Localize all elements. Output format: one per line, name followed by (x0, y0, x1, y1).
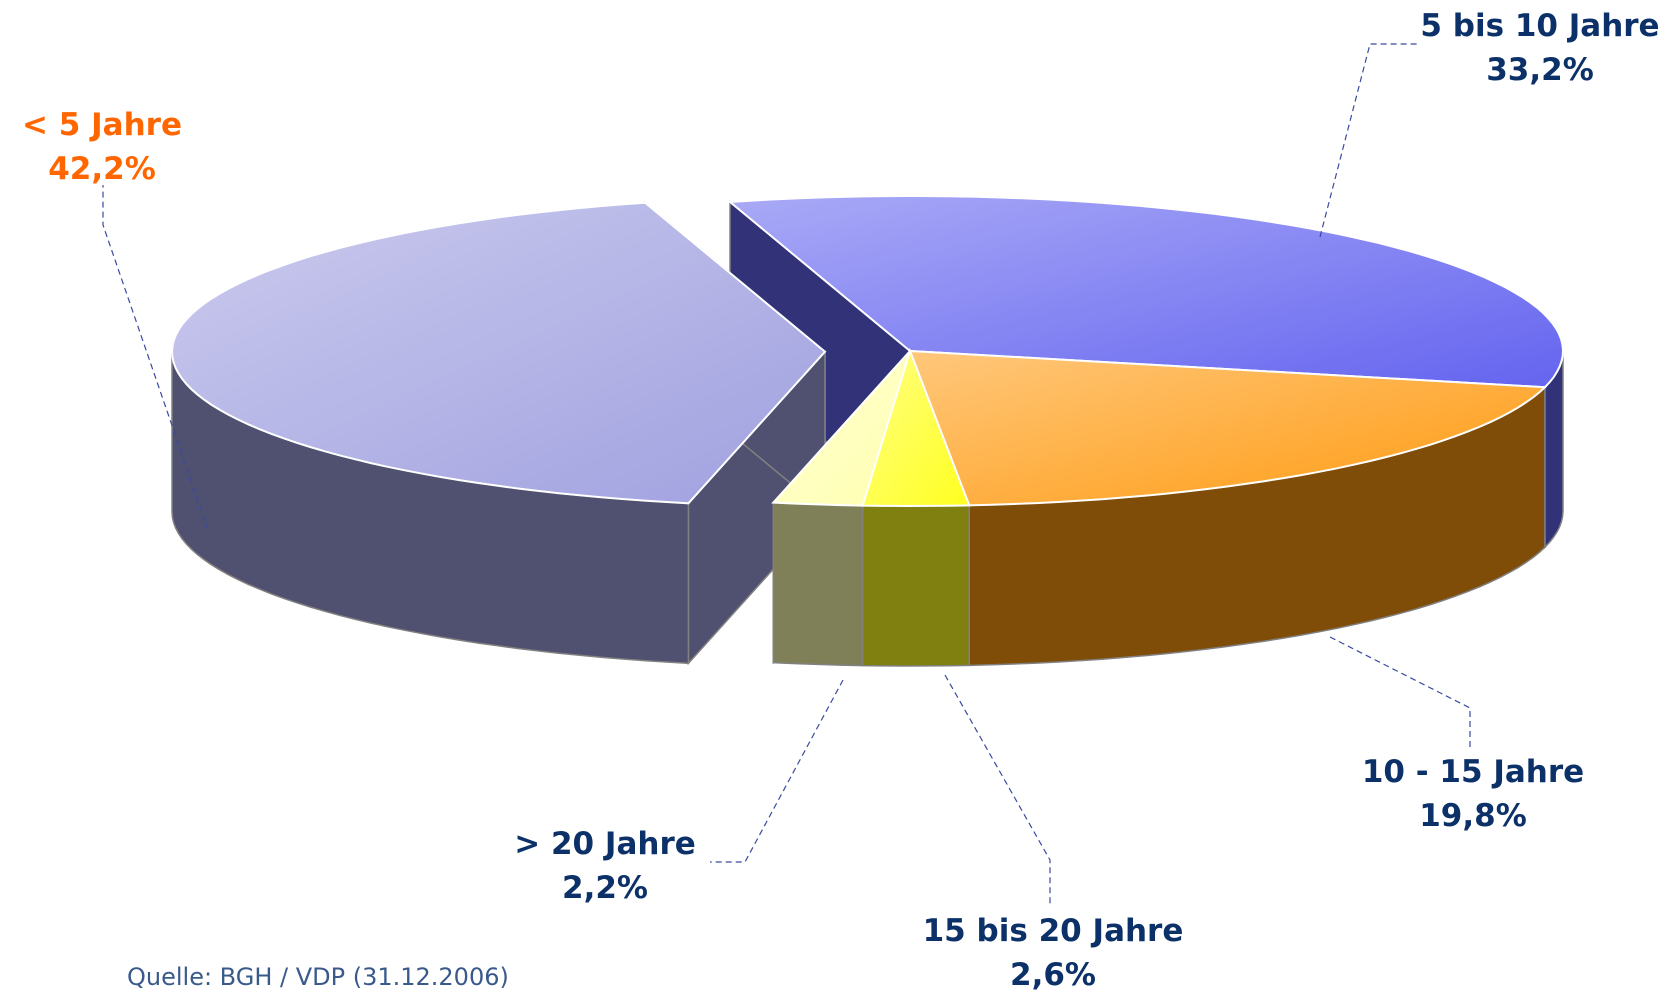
category-label: > 20 Jahre (514, 826, 696, 862)
category-label: 15 bis 20 Jahre (923, 913, 1184, 949)
source: Quelle: BGH / VDP (31.12.2006) (127, 963, 509, 991)
slice-side (861, 504, 970, 667)
slice-side (772, 501, 864, 667)
value-label: 33,2% (1486, 52, 1594, 88)
slice-label: 5 bis 10 Jahre 33,2% (1420, 8, 1659, 88)
leader-line (102, 185, 209, 531)
value-label: 19,8% (1419, 798, 1527, 834)
slice-label: < 5 Jahre 42,2% (22, 107, 182, 187)
category-label: < 5 Jahre (22, 107, 182, 143)
value-label: 2,6% (1010, 957, 1096, 993)
leader-line (944, 674, 1051, 905)
value-label: 2,2% (562, 870, 648, 906)
value-label: 42,2% (48, 151, 156, 187)
leader-line (1329, 636, 1471, 750)
slice-label: > 20 Jahre 2,2% (514, 826, 696, 906)
leader-line (1319, 43, 1420, 238)
slice-label: 10 - 15 Jahre 19,8% (1362, 754, 1584, 834)
slice-label: 15 bis 20 Jahre 2,6% (923, 913, 1184, 993)
leader-line (710, 679, 844, 863)
category-label: 5 bis 10 Jahre (1420, 8, 1659, 44)
category-label: 10 - 15 Jahre (1362, 754, 1584, 790)
